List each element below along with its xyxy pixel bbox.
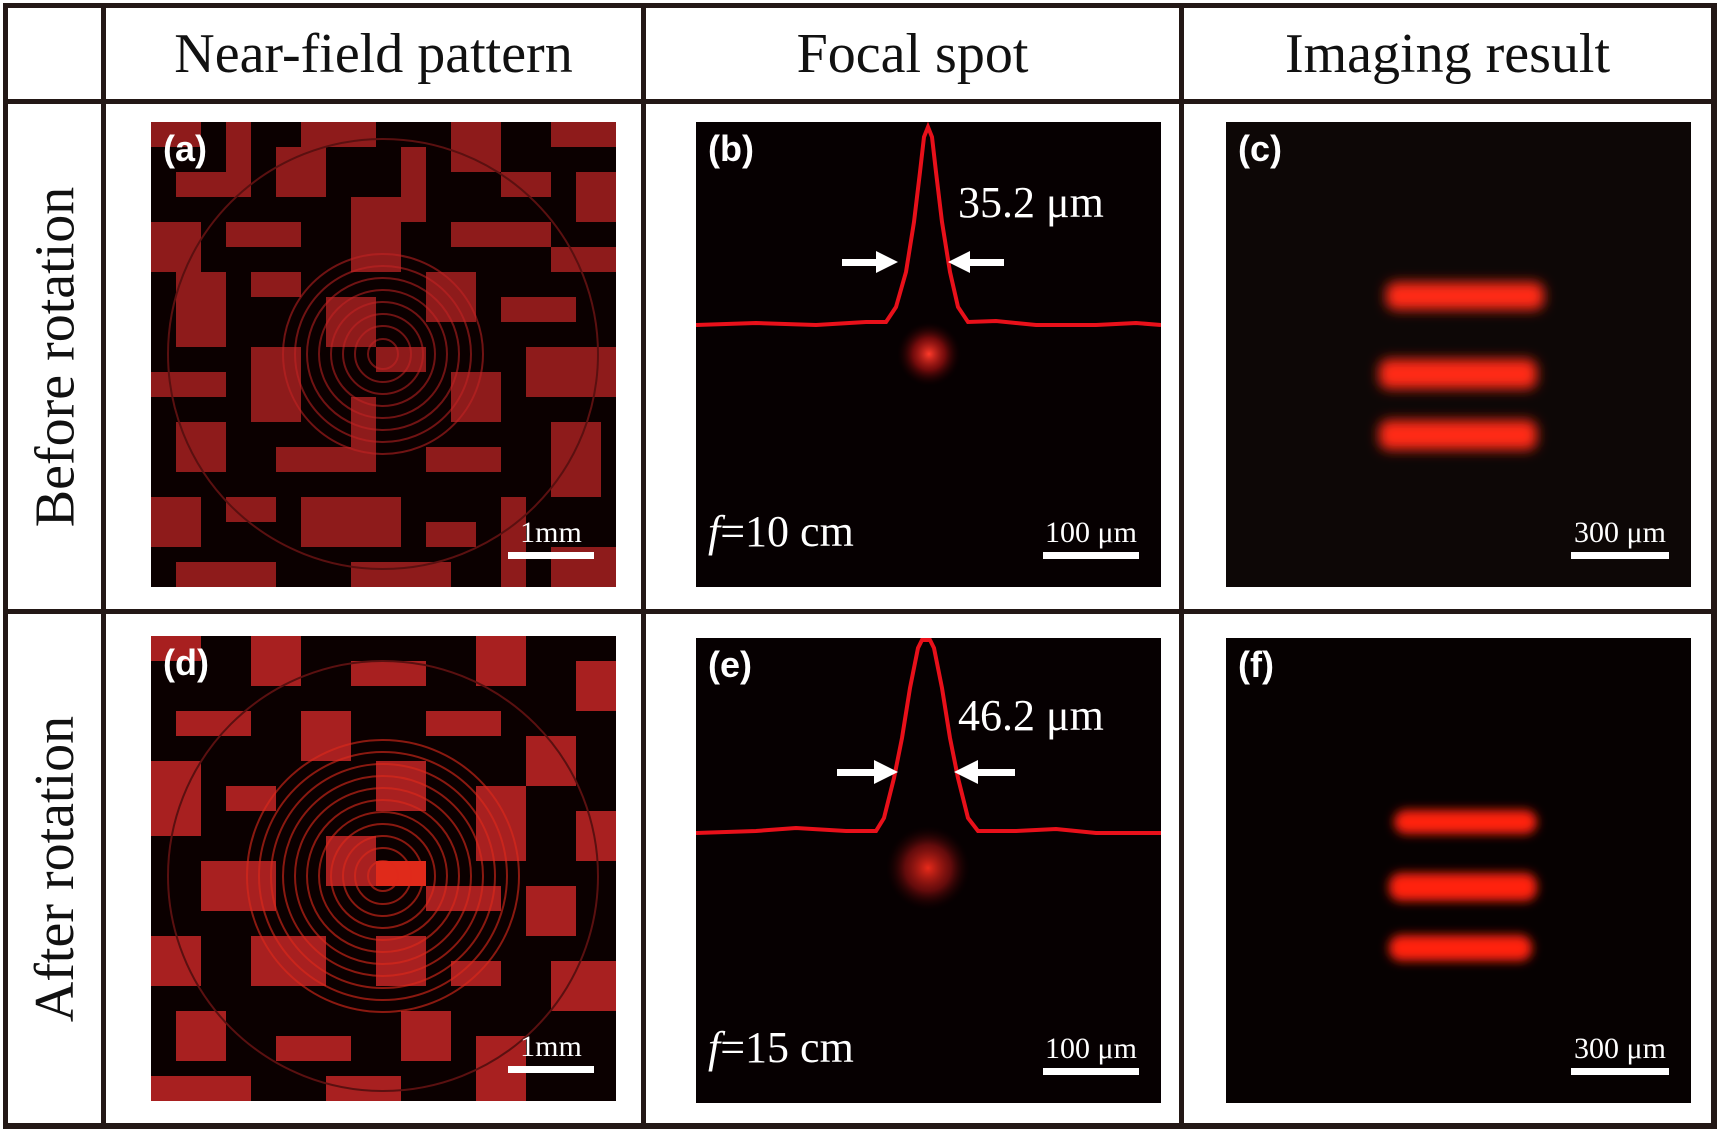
focal-value: =10 cm xyxy=(720,507,854,556)
panel-b-scale-bar: 100 μm xyxy=(1043,516,1139,559)
panel-d-scale-text: 1mm xyxy=(520,1030,582,1063)
scale-bar-line xyxy=(1571,552,1669,559)
panel-b-scale-text: 100 μm xyxy=(1045,516,1137,549)
scale-bar-line xyxy=(1571,1068,1669,1075)
panel-d-scale-bar: 1mm xyxy=(508,1030,594,1073)
panel-c-imaging: (c) 300 μm xyxy=(1226,122,1691,587)
panel-b-label: (b) xyxy=(708,128,754,169)
focal-value: =15 cm xyxy=(720,1023,854,1072)
scale-bar-line xyxy=(1043,1068,1139,1075)
imaging-result-c xyxy=(1379,282,1544,450)
panel-e-focal-length: f=15 cm xyxy=(708,1022,854,1073)
intensity-profile-b xyxy=(696,122,1161,328)
panel-d-near-field: (d) 1mm xyxy=(151,636,616,1101)
near-field-pattern-a xyxy=(151,122,616,587)
focal-var: f xyxy=(708,1023,721,1072)
panel-a-near-field: (a) 1mm xyxy=(151,122,616,587)
near-field-pattern-d xyxy=(151,636,616,1101)
header-near-field: Near-field pattern xyxy=(174,23,573,85)
grid-line-col3 xyxy=(1179,3,1184,1129)
panel-d-label: (d) xyxy=(163,642,209,683)
panel-a-scale-text: 1mm xyxy=(520,516,582,549)
panel-f-imaging: (f) 300 μm xyxy=(1226,638,1691,1103)
panel-f-scale-bar: 300 μm xyxy=(1571,1032,1669,1075)
header-imaging-result: Imaging result xyxy=(1284,23,1611,85)
scale-bar-line xyxy=(1043,552,1139,559)
panel-c-scale-bar: 300 μm xyxy=(1571,516,1669,559)
grid-border-top xyxy=(3,3,1717,8)
panel-e-label: (e) xyxy=(708,644,752,685)
grid-line-middle xyxy=(3,609,1717,614)
panel-b-focal-spot: (b) 35.2 μm f=10 cm 100 μm xyxy=(696,122,1161,587)
panel-e-focal-spot: (e) 46.2 μm f=15 cm 100 μm xyxy=(696,638,1161,1103)
imaging-result-f xyxy=(1389,810,1537,961)
panel-b-fwhm: 35.2 μm xyxy=(958,178,1104,227)
row-label-before: Before rotation xyxy=(8,104,102,609)
panel-c-scale-text: 300 μm xyxy=(1574,516,1666,549)
focal-spot-e xyxy=(696,638,1161,910)
scale-bar-line xyxy=(508,552,594,559)
scale-bar-line xyxy=(508,1066,594,1073)
grid-line-col1 xyxy=(101,3,106,1129)
row-label-before-text: Before rotation xyxy=(24,186,87,527)
panel-a-scale-bar: 1mm xyxy=(508,516,594,559)
panel-e-fwhm: 46.2 μm xyxy=(958,691,1104,740)
intensity-profile-e xyxy=(696,638,1161,835)
panel-c-label: (c) xyxy=(1238,128,1282,169)
panel-e-scale-bar: 100 μm xyxy=(1043,1032,1139,1075)
panel-f-scale-text: 300 μm xyxy=(1574,1032,1666,1065)
grid-border-right xyxy=(1711,3,1717,1129)
grid-line-col2 xyxy=(641,3,646,1129)
panel-f-label: (f) xyxy=(1238,644,1274,685)
panel-a-label: (a) xyxy=(163,128,207,169)
grid-border-bottom xyxy=(3,1123,1717,1129)
row-label-after-text: After rotation xyxy=(24,715,86,1022)
panel-b-focal-length: f=10 cm xyxy=(708,506,854,557)
header-focal-spot: Focal spot xyxy=(796,23,1029,85)
grid-line-header xyxy=(3,99,1717,104)
focal-spot-b xyxy=(696,122,1161,386)
panel-e-scale-text: 100 μm xyxy=(1045,1032,1137,1065)
grid-border-left xyxy=(3,3,8,1129)
row-label-after: After rotation xyxy=(8,614,102,1123)
focal-var: f xyxy=(708,507,721,556)
